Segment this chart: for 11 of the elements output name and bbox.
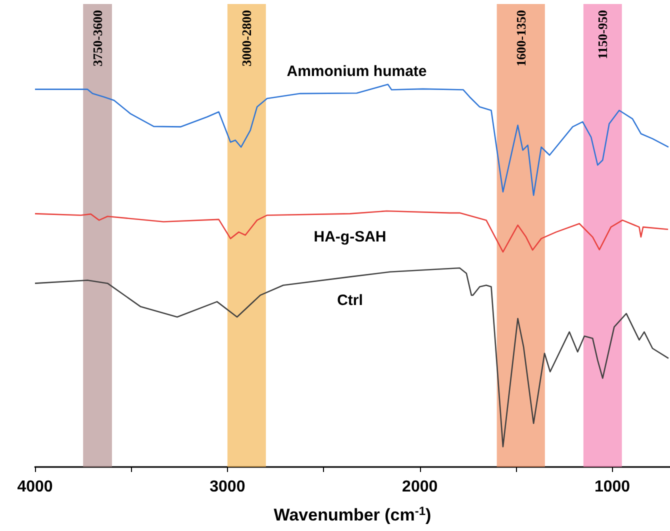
x-tick-label: 2000 xyxy=(402,478,438,496)
series-label: Ctrl xyxy=(337,292,363,309)
band-label: 1150-950 xyxy=(595,10,610,60)
x-tick-label: 3000 xyxy=(210,478,246,496)
x-tick-label: 4000 xyxy=(17,478,53,496)
band-label: 1600-1350 xyxy=(513,10,528,66)
band-label: 3750-3600 xyxy=(90,10,106,66)
band-label: 3000-2800 xyxy=(239,10,254,66)
series-label: Ammonium humate xyxy=(286,63,427,80)
x-tick-label: 1000 xyxy=(594,478,630,496)
series-label: HA-g-SAH xyxy=(314,228,386,246)
